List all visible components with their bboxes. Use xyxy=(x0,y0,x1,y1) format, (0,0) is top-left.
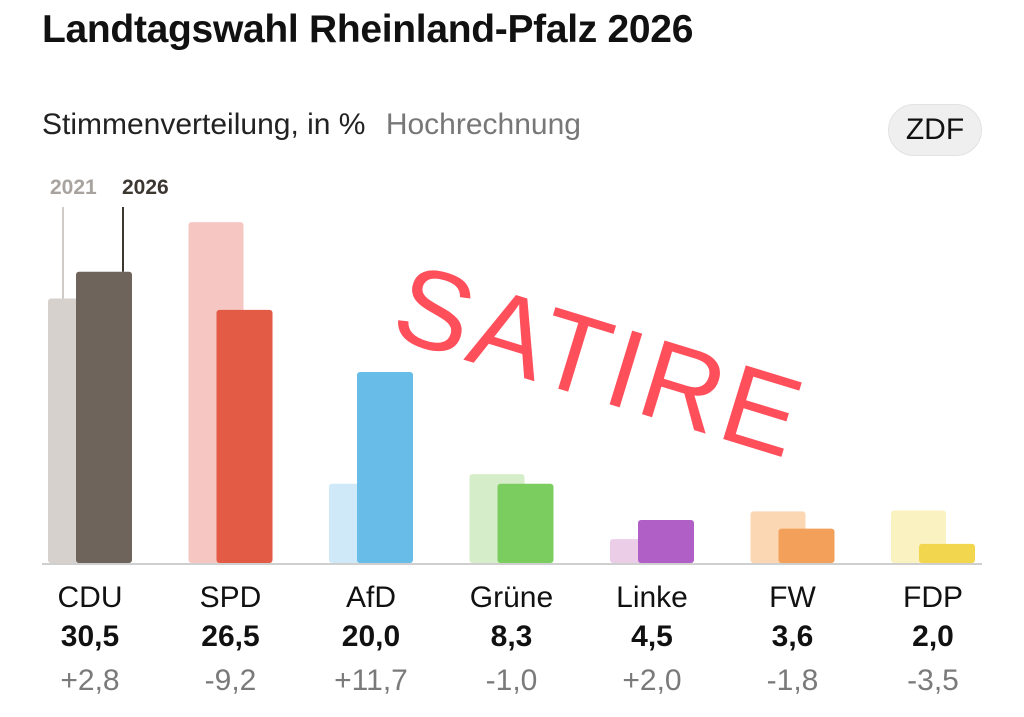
bar-2026-cdu xyxy=(76,272,132,563)
change-label-spd: -9,2 xyxy=(205,664,257,697)
bar-2026-gruene xyxy=(498,484,554,563)
value-label-spd: 26,5 xyxy=(201,620,259,653)
bar-2026-spd xyxy=(217,310,273,563)
change-label-fdp: -3,5 xyxy=(907,664,959,697)
bar-2026-afd xyxy=(357,372,413,563)
change-label-gruene: -1,0 xyxy=(486,664,538,697)
change-label-afd: +11,7 xyxy=(334,664,408,697)
value-label-linke: 4,5 xyxy=(631,620,673,653)
party-label-fw: FW xyxy=(769,581,816,614)
bar-2026-fdp xyxy=(919,544,975,563)
party-label-afd: AfD xyxy=(346,581,396,614)
value-label-gruene: 8,3 xyxy=(491,620,533,653)
value-label-afd: 20,0 xyxy=(342,620,400,653)
party-label-spd: SPD xyxy=(200,581,262,614)
value-label-fdp: 2,0 xyxy=(912,620,954,653)
party-label-gruene: Grüne xyxy=(470,581,553,614)
bar-2026-fw xyxy=(779,529,835,563)
value-label-fw: 3,6 xyxy=(772,620,814,653)
party-label-fdp: FDP xyxy=(903,581,963,614)
change-label-fw: -1,8 xyxy=(767,664,819,697)
legend-label-2021: 2021 xyxy=(50,176,97,199)
change-label-linke: +2,0 xyxy=(622,664,681,697)
value-label-cdu: 30,5 xyxy=(61,620,119,653)
bar-2026-linke xyxy=(638,520,694,563)
change-label-cdu: +2,8 xyxy=(60,664,119,697)
legend-label-2026: 2026 xyxy=(122,176,169,199)
party-label-linke: Linke xyxy=(616,581,688,614)
party-label-cdu: CDU xyxy=(58,581,123,614)
